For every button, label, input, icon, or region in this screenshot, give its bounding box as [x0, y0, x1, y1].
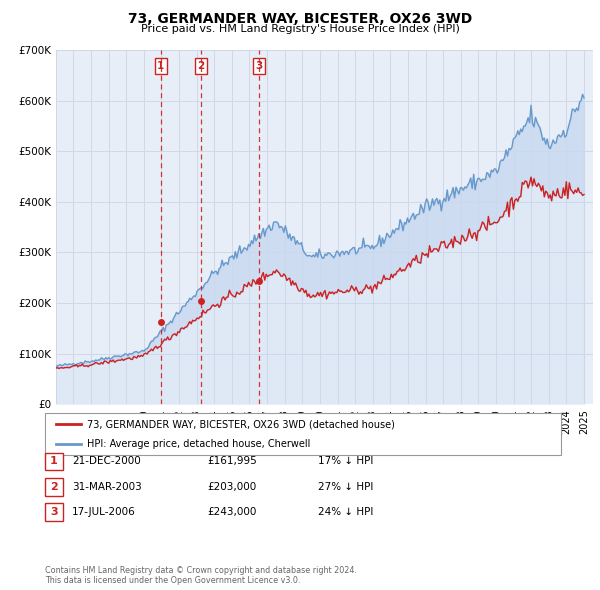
Text: 2: 2 — [197, 61, 205, 71]
Text: 3: 3 — [50, 507, 58, 517]
Text: £203,000: £203,000 — [207, 482, 256, 491]
Text: 73, GERMANDER WAY, BICESTER, OX26 3WD (detached house): 73, GERMANDER WAY, BICESTER, OX26 3WD (d… — [87, 419, 395, 430]
Text: Price paid vs. HM Land Registry's House Price Index (HPI): Price paid vs. HM Land Registry's House … — [140, 24, 460, 34]
Text: 31-MAR-2003: 31-MAR-2003 — [72, 482, 142, 491]
Text: 27% ↓ HPI: 27% ↓ HPI — [318, 482, 373, 491]
Text: 1: 1 — [50, 457, 58, 466]
Text: Contains HM Land Registry data © Crown copyright and database right 2024.
This d: Contains HM Land Registry data © Crown c… — [45, 566, 357, 585]
Text: 17% ↓ HPI: 17% ↓ HPI — [318, 457, 373, 466]
Text: 24% ↓ HPI: 24% ↓ HPI — [318, 507, 373, 517]
Text: £161,995: £161,995 — [207, 457, 257, 466]
Text: 21-DEC-2000: 21-DEC-2000 — [72, 457, 141, 466]
Text: 17-JUL-2006: 17-JUL-2006 — [72, 507, 136, 517]
Text: 73, GERMANDER WAY, BICESTER, OX26 3WD: 73, GERMANDER WAY, BICESTER, OX26 3WD — [128, 12, 472, 26]
Text: £243,000: £243,000 — [207, 507, 256, 517]
Text: 1: 1 — [157, 61, 164, 71]
Text: 2: 2 — [50, 482, 58, 491]
Text: 3: 3 — [256, 61, 263, 71]
Text: HPI: Average price, detached house, Cherwell: HPI: Average price, detached house, Cher… — [87, 439, 310, 449]
